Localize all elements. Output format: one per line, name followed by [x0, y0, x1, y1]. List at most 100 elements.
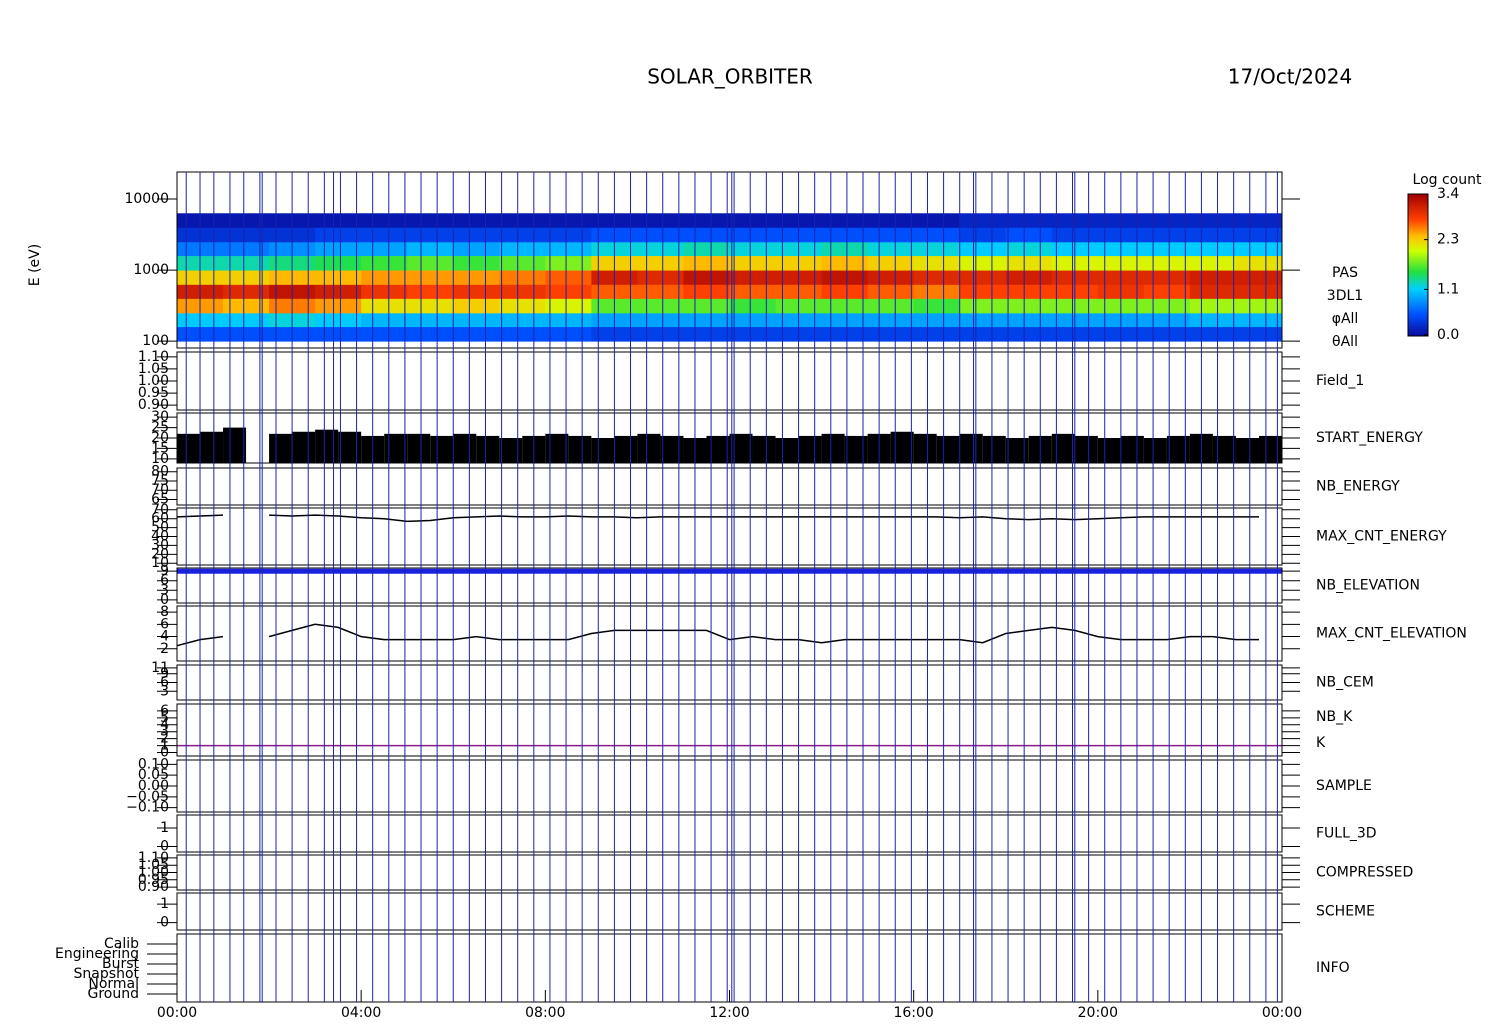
x-tick-label: 00:00: [1262, 1005, 1302, 1020]
spectrogram-cell: [545, 227, 592, 243]
spectrogram-cell: [361, 227, 408, 243]
spectrogram-cell: [821, 227, 869, 243]
spectrogram-cell: [223, 326, 270, 342]
bar: [568, 435, 592, 463]
category-label: Engineering: [55, 946, 139, 962]
colorbar: [1407, 193, 1429, 337]
spectrogram-cell: [407, 255, 454, 271]
y-axis-label: E (eV): [27, 244, 43, 286]
panel-frame: [176, 171, 1283, 349]
spectrogram-cell: [315, 255, 362, 271]
spectrogram-cell: [223, 312, 270, 328]
chart-date: 17/Oct/2024: [1228, 65, 1352, 89]
colorbar-tick-label: 1.1: [1437, 281, 1459, 297]
spectrogram-cell: [867, 213, 915, 228]
spectrogram-cell: [1005, 213, 1053, 228]
panel-frame: [176, 351, 1283, 411]
panel-label: FULL_3D: [1316, 826, 1377, 842]
spectrogram-cell: [729, 213, 777, 228]
spectrogram-cell: [361, 284, 408, 299]
spectrogram-cell: [1005, 227, 1053, 243]
spectrogram-cell: [453, 255, 500, 271]
spectrogram-cell: [1143, 312, 1191, 328]
bar: [591, 438, 615, 463]
bar: [614, 435, 638, 463]
spectrogram-cell: [913, 213, 961, 228]
spectrogram-cell: [1005, 241, 1053, 257]
y-tick-label: 100: [142, 333, 169, 349]
bar: [959, 433, 983, 463]
spectrogram-cell: [821, 241, 869, 257]
spectrogram-cell: [913, 284, 961, 299]
spectrogram-cell: [453, 270, 500, 285]
x-tick-label: 08:00: [525, 1005, 565, 1020]
spectrogram-cell: [959, 270, 1007, 285]
bar: [430, 435, 454, 463]
spectrogram-cell: [1235, 227, 1283, 243]
spectrogram-cell: [1005, 326, 1053, 342]
bar: [936, 435, 960, 463]
spectrogram-cell: [453, 284, 500, 299]
spectrogram-cell: [637, 312, 684, 328]
spectrogram-cell: [223, 255, 270, 271]
spectrogram-cell: [499, 241, 546, 257]
spectrogram-cell: [729, 241, 777, 257]
panel-frame: [176, 759, 1283, 813]
panel-label: K: [1316, 735, 1326, 751]
spectrogram-cell: [361, 270, 408, 285]
spectrogram-cell: [223, 298, 270, 314]
y-tick-label: 0.90: [138, 397, 169, 413]
spectrogram-cell: [315, 284, 362, 299]
bar: [1097, 438, 1121, 463]
spectrogram-cell: [453, 213, 500, 228]
spectrogram-cell: [499, 270, 546, 285]
spectrogram-cell: [1143, 284, 1191, 299]
panel-label: NB_ELEVATION: [1316, 578, 1420, 594]
spectrogram-cell: [821, 284, 869, 299]
spectrogram-cell: [913, 326, 961, 342]
spectrogram-cell: [407, 241, 454, 257]
bar: [499, 438, 523, 463]
spectrogram-cell: [499, 312, 546, 328]
spectrogram-cell: [407, 298, 454, 314]
spectrogram-cell: [315, 312, 362, 328]
panel-frame: [176, 467, 1283, 506]
spectrogram-cell: [361, 213, 408, 228]
spectrogram-cell: [867, 284, 915, 299]
spectrogram-cell: [867, 298, 915, 314]
spectrogram-cell: [545, 270, 592, 285]
spectrogram-cell: [1235, 270, 1283, 285]
spectrogram-cell: [1189, 241, 1237, 257]
spectrogram-cell: [315, 213, 362, 228]
colorbar-tick-label: 0.0: [1437, 327, 1459, 343]
spectrogram-cell: [545, 326, 592, 342]
spectrogram-cell: [913, 241, 961, 257]
bar: [200, 431, 224, 463]
panel-frame: [176, 814, 1283, 853]
spectrogram-cell: [1235, 213, 1283, 228]
spectrogram-cell: [729, 270, 777, 285]
spectrogram-cell: [1143, 227, 1191, 243]
bar: [1120, 435, 1144, 463]
spectrogram-cell: [821, 213, 869, 228]
spectrogram-cell: [913, 255, 961, 271]
spectrogram-cell: [729, 326, 777, 342]
spectrogram-cell: [499, 298, 546, 314]
series-line: [176, 514, 1259, 523]
spectrogram-cell: [453, 298, 500, 314]
bar: [1235, 438, 1259, 463]
bar: [1212, 435, 1236, 463]
spectrogram-cell: [683, 213, 730, 228]
y-tick-label: 0.95: [138, 872, 169, 888]
spectrogram-cell: [913, 312, 961, 328]
spectrogram-cell: [407, 227, 454, 243]
bar: [338, 431, 362, 463]
panel-label: Field_1: [1316, 373, 1364, 389]
spectrogram-cell: [729, 312, 777, 328]
spectrogram-cell: [637, 270, 684, 285]
panel-label: PAS: [1332, 265, 1358, 281]
bar: [775, 438, 799, 463]
spectrogram-cell: [683, 255, 730, 271]
spectrogram-cell: [315, 227, 362, 243]
